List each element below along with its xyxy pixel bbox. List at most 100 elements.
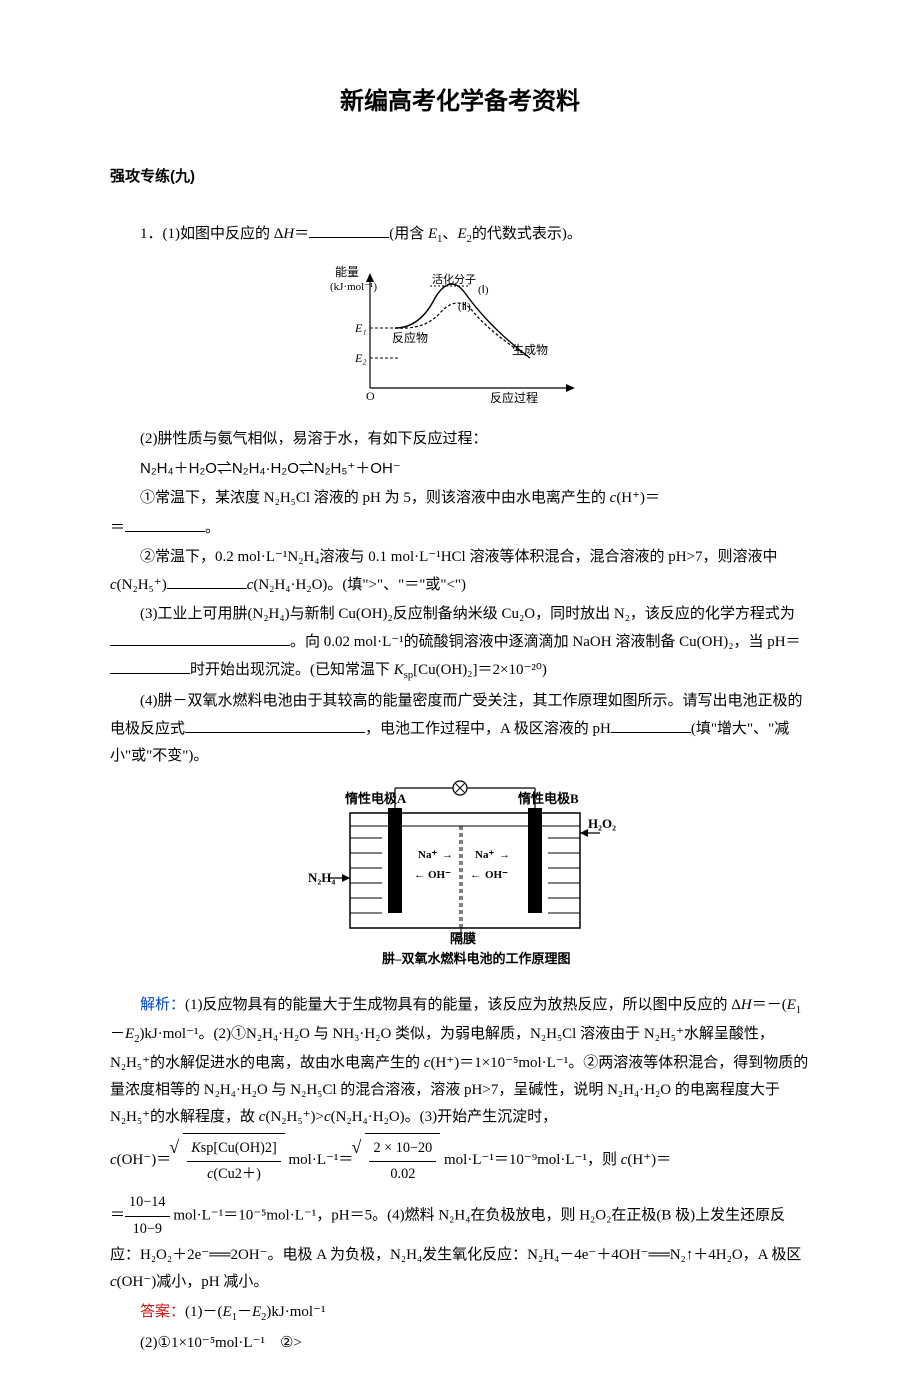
svg-text:生成物: 生成物 — [512, 343, 548, 357]
eq-sign: ＝ — [294, 226, 309, 242]
q1-prefix: 1．(1)如图中反应的 Δ — [140, 226, 283, 242]
doc-title: 新编高考化学备考资料 — [110, 80, 810, 123]
sqrt1: Ksp[Cu(OH)2]c(Cu2＋) — [171, 1133, 285, 1188]
var-E2: E — [457, 226, 466, 242]
q1-mid: (用含 — [389, 226, 428, 242]
sub-sp: sp — [404, 670, 413, 681]
tail1b: (H⁺)＝ — [627, 1152, 671, 1168]
tail2: mol·L⁻¹＝10⁻⁵mol·L⁻¹，pH＝5。(4)燃料 N₂H₄在负极放电… — [110, 1208, 801, 1264]
q4-text: (4)肼－双氧水燃料电池由于其较高的能量密度而广受关注，其工作原理如图所示。请写… — [110, 688, 810, 770]
blank-cathode — [185, 715, 365, 733]
q1-text: 1．(1)如图中反应的 ΔH＝(用含 E1、E2的代数式表示)。 — [110, 220, 810, 250]
energy-diagram: 能量 (kJ·mol⁻¹) O 反应过程 E₁ E₂ 活化分子 (Ⅰ) (Ⅱ) … — [110, 258, 810, 418]
ohpre: (OH⁻)＝ — [117, 1152, 172, 1168]
svg-text:→: → — [442, 849, 453, 861]
q2-2b: (N₂H₅⁺) — [117, 577, 167, 593]
aE1: E — [223, 1304, 232, 1320]
fden-txt: (Cu2＋) — [213, 1166, 261, 1182]
blank-eqn — [110, 628, 290, 646]
a1b: － — [237, 1304, 252, 1320]
ans1: 1 — [796, 1005, 801, 1016]
svg-text:Na⁺: Na⁺ — [475, 849, 494, 861]
q3a: (3)工业上可用肼(N₂H₄)与新制 Cu(OH)₂反应制备纳米级 Cu₂O，同… — [140, 606, 795, 622]
q3c: 时开始出现沉淀。(已知常温下 — [190, 662, 394, 678]
svg-text:←: ← — [414, 869, 425, 881]
y-label: 能量 — [335, 265, 359, 279]
blank-pH — [110, 656, 190, 674]
f3n: 10−14 — [125, 1190, 170, 1217]
q2-sub1: ①常温下，某浓度 N₂H₅Cl 溶液的 pH 为 5，则该溶液中由水电离产生的 … — [110, 485, 810, 512]
q3d: [Cu(OH)₂]＝2×10⁻²⁰) — [413, 662, 547, 678]
frac3: 10−1410−9 — [125, 1190, 170, 1242]
anc3: c — [324, 1109, 331, 1125]
q1-suffix: 的代数式表示)。 — [472, 226, 582, 242]
q4b: ，电池工作过程中，A 极区溶液的 pH — [365, 721, 611, 737]
cOH: c — [110, 1152, 117, 1168]
an1c: － — [110, 1026, 125, 1042]
q3b: 。向 0.02 mol·L⁻¹的硫酸铜溶液中逐滴滴加 NaOH 溶液制备 Cu(… — [290, 634, 801, 650]
f2n: 2 × 10−20 — [369, 1136, 436, 1163]
an1b: ＝－( — [752, 997, 787, 1013]
blank-cmp — [167, 571, 247, 589]
an1f: (N₂H₅⁺)> — [265, 1109, 324, 1125]
q2-1b: (H⁺)＝ — [616, 490, 660, 506]
analysis-math2: ＝10−1410−9 mol·L⁻¹＝10⁻⁵mol·L⁻¹，pH＝5。(4)燃… — [110, 1190, 810, 1296]
q2-eqn: N₂H₄＋H₂O⇌N₂H₄·H₂O⇌N₂H₅⁺＋OH⁻ — [110, 455, 810, 483]
answer-2: (2)①1×10⁻⁵mol·L⁻¹ ②> — [110, 1330, 810, 1357]
svg-text:OH⁻: OH⁻ — [485, 869, 508, 881]
sqrt2: 2 × 10−200.02 — [353, 1133, 440, 1188]
analysis-math: c(OH⁻)＝Ksp[Cu(OH)2]c(Cu2＋) mol·L⁻¹＝2 × 1… — [110, 1133, 810, 1188]
q2-sub1-end: ＝。 — [110, 514, 810, 542]
svg-text:(Ⅱ): (Ⅱ) — [458, 301, 471, 313]
svg-text:Na⁺: Na⁺ — [418, 849, 437, 861]
svg-text:肼–双氧水燃料电池的工作原理图: 肼–双氧水燃料电池的工作原理图 — [382, 951, 571, 966]
blank-cH — [125, 514, 205, 532]
period: 。 — [205, 520, 220, 536]
cell-diagram: 惰性电极A 惰性电极B Na⁺→ Na⁺→ ←OH⁻ ←OH⁻ N₂H₄ H₂O… — [110, 778, 810, 983]
q2-1a: ①常温下，某浓度 N₂H₅Cl 溶液的 pH 为 5，则该溶液中由水电离产生的 — [140, 490, 610, 506]
answer-para: 答案：(1)－(E1－E2)kJ·mol⁻¹ — [110, 1298, 810, 1328]
q2-2a: ②常温下，0.2 mol·L⁻¹N₂H₄溶液与 0.1 mol·L⁻¹HCl 溶… — [140, 549, 778, 565]
anE2: E — [125, 1026, 134, 1042]
a1c: )kJ·mol⁻¹ — [266, 1304, 325, 1320]
f2d: 0.02 — [369, 1162, 436, 1188]
origin: O — [366, 389, 375, 403]
an-H: H — [741, 997, 752, 1013]
answer-label: 答案： — [140, 1303, 185, 1320]
var-K: K — [394, 662, 404, 678]
y-unit: (kJ·mol⁻¹) — [330, 281, 377, 293]
cOH2: c — [110, 1274, 117, 1290]
q2-2c: (N₂H₄·H₂O)。(填">"、"＝"或"<") — [253, 577, 466, 593]
q2-sub2: ②常温下，0.2 mol·L⁻¹N₂H₄溶液与 0.1 mol·L⁻¹HCl 溶… — [110, 544, 810, 599]
blank-dH — [309, 220, 389, 238]
an1g: (N₂H₄·H₂O)。(3)开始产生沉淀时， — [331, 1109, 558, 1125]
svg-text:惰性电极B: 惰性电极B — [518, 791, 579, 806]
svg-text:←: ← — [470, 869, 481, 881]
q3-text: (3)工业上可用肼(N₂H₄)与新制 Cu(OH)₂反应制备纳米级 Cu₂O，同… — [110, 601, 810, 686]
svg-text:反应物: 反应物 — [392, 330, 428, 345]
svg-text:E₂: E₂ — [354, 351, 367, 365]
svg-text:OH⁻: OH⁻ — [428, 869, 451, 881]
svg-text:惰性电极A: 惰性电极A — [345, 791, 407, 806]
a1a: (1)－( — [185, 1304, 223, 1320]
tail1: mol·L⁻¹＝10⁻⁹mol·L⁻¹，则 — [440, 1152, 620, 1168]
comma: 、 — [442, 226, 457, 242]
q2-p1: (2)肼性质与氨气相似，易溶于水，有如下反应过程： — [110, 426, 810, 453]
an1: (1)反应物具有的能量大于生成物具有的能量，该反应为放热反应，所以图中反应的 Δ — [185, 997, 741, 1013]
section-subtitle: 强攻专练(九) — [110, 163, 810, 190]
svg-text:E₁: E₁ — [354, 321, 367, 335]
analysis-para: 解析：(1)反应物具有的能量大于生成物具有的能量，该反应为放热反应，所以图中反应… — [110, 991, 810, 1131]
anE1: E — [787, 997, 796, 1013]
var-c2: c — [110, 577, 117, 593]
svg-text:(Ⅰ): (Ⅰ) — [478, 284, 489, 296]
f3d: 10−9 — [125, 1217, 170, 1243]
var-E1: E — [428, 226, 437, 242]
svg-text:活化分子: 活化分子 — [432, 272, 476, 286]
svg-text:→: → — [499, 849, 510, 861]
unit1: mol·L⁻¹＝ — [285, 1152, 354, 1168]
analysis-label: 解析： — [140, 996, 185, 1013]
svg-text:N₂H₄: N₂H₄ — [308, 870, 335, 885]
var-H: H — [283, 226, 294, 242]
eqn-text: N₂H₄＋H₂O⇌N₂H₄·H₂O⇌N₂H₅⁺＋OH⁻ — [140, 460, 401, 477]
svg-text:H₂O₂: H₂O₂ — [588, 816, 616, 831]
